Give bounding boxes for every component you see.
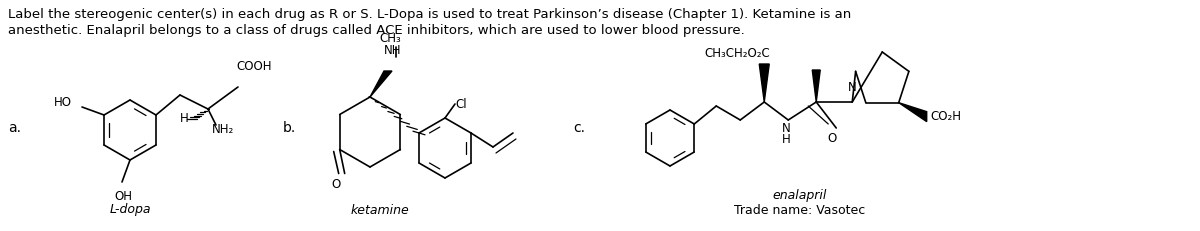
Text: NH₂: NH₂ [212,123,234,136]
Text: N: N [782,122,791,135]
Polygon shape [899,103,926,122]
Text: CO₂H: CO₂H [931,110,961,123]
Text: CH₃CH₂O₂C: CH₃CH₂O₂C [704,47,770,60]
Text: ketamine: ketamine [350,204,409,216]
Text: Trade name: Vasotec: Trade name: Vasotec [734,204,865,216]
Text: c.: c. [574,121,586,135]
Text: CH₃: CH₃ [379,32,401,45]
Polygon shape [370,71,392,97]
Text: NH: NH [384,44,402,57]
Text: Cl: Cl [455,97,467,110]
Text: O: O [331,177,341,191]
Text: anesthetic. Enalapril belongs to a class of drugs called ACE inhibitors, which a: anesthetic. Enalapril belongs to a class… [8,24,745,37]
Text: H: H [180,112,188,125]
Polygon shape [760,64,769,102]
Text: HO: HO [54,97,72,109]
Text: H: H [782,133,791,146]
Polygon shape [812,70,821,102]
Text: enalapril: enalapril [773,189,827,203]
Text: OH: OH [114,190,132,203]
Text: N: N [848,81,857,94]
Text: b.: b. [283,121,296,135]
Text: Label the stereogenic center(s) in each drug as R or S. L-Dopa is used to treat : Label the stereogenic center(s) in each … [8,8,851,21]
Text: a.: a. [8,121,22,135]
Text: L-dopa: L-dopa [109,204,151,216]
Text: O: O [828,132,836,145]
Text: COOH: COOH [236,60,271,73]
